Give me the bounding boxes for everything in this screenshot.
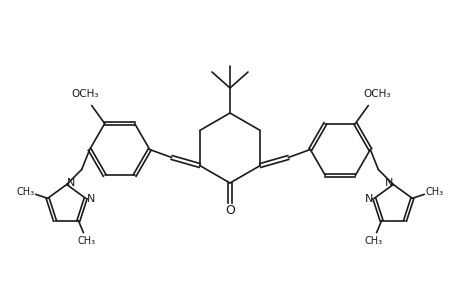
Text: CH₃: CH₃ [77,236,95,246]
Text: N: N [67,178,75,188]
Text: N: N [384,178,392,188]
Text: O: O [224,203,235,217]
Text: OCH₃: OCH₃ [71,88,98,98]
Text: N: N [364,194,373,204]
Text: CH₃: CH₃ [424,187,442,197]
Text: CH₃: CH₃ [364,236,382,246]
Text: CH₃: CH₃ [17,187,35,197]
Text: OCH₃: OCH₃ [363,88,390,98]
Text: N: N [86,194,95,204]
